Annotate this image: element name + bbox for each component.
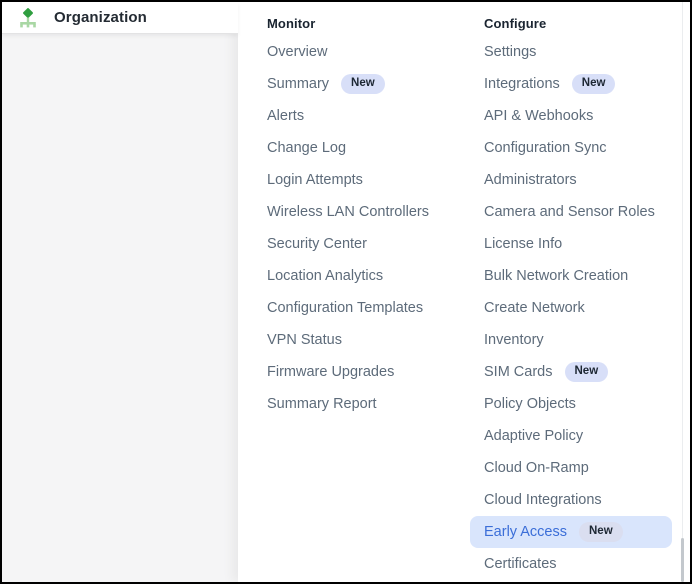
menu-item-label: Administrators [484,172,577,188]
menu-item-label: Login Attempts [267,172,363,188]
menu-item-label: Summary [267,76,330,92]
menu-item-label: Integrations [484,76,560,92]
menu-item-label: Location Analytics [267,268,384,284]
scrollbar-thumb[interactable] [681,538,684,582]
menu-item-settings[interactable]: Settings [470,36,672,68]
menu-item-label: Alerts [267,108,305,124]
menu-item-cloud-on-ramp[interactable]: Cloud On-Ramp [470,452,672,484]
menu-item-bulk-network-creation[interactable]: Bulk Network Creation [470,260,672,292]
menu-item-label: Settings [484,44,537,60]
menu-item-label: Policy Objects [484,396,576,412]
menu-item-label: Change Log [267,140,347,156]
menu-item-label: Camera and Sensor Roles [484,204,655,220]
menu-column-header-monitor: Monitor [267,16,316,31]
menu-item-license-info[interactable]: License Info [470,228,672,260]
sidebar: Organization [2,2,238,582]
menu-item-configuration-templates[interactable]: Configuration Templates [253,292,469,324]
menu-item-overview[interactable]: Overview [253,36,469,68]
menu-item-label: Configuration Templates [267,300,424,316]
menu-item-change-log[interactable]: Change Log [253,132,469,164]
sidebar-title: Organization [54,9,147,26]
menu-item-label: Inventory [484,332,544,348]
menu-item-location-analytics[interactable]: Location Analytics [253,260,469,292]
menu-item-label: Firmware Upgrades [267,364,395,380]
menu-item-firmware-upgrades[interactable]: Firmware Upgrades [253,356,469,388]
new-badge: New [571,73,616,95]
menu-item-login-attempts[interactable]: Login Attempts [253,164,469,196]
menu-item-integrations[interactable]: Integrations New [470,68,672,100]
menu-item-label: Early Access [484,524,567,540]
menu-item-label: Create Network [484,300,585,316]
menu-item-adaptive-policy[interactable]: Adaptive Policy [470,420,672,452]
menu-item-label: Overview [267,44,328,60]
menu-item-early-access[interactable]: Early Access New [470,516,672,548]
menu-item-inventory[interactable]: Inventory [470,324,672,356]
menu-item-label: License Info [484,236,563,252]
menu-item-certificates[interactable]: Certificates [470,548,672,580]
menu-item-label: Cloud Integrations [484,492,602,508]
menu-item-summary-report[interactable]: Summary Report [253,388,469,420]
menu-column-configure: Configure Settings Integrations New API & We… [470,16,672,580]
menu-item-sim-cards[interactable]: SIM Cards New [470,356,672,388]
menu-item-label: Configuration Sync [484,140,607,156]
menu-item-vpn-status[interactable]: VPN Status [253,324,469,356]
menu-item-label: Security Center [267,236,367,252]
menu-item-policy-objects[interactable]: Policy Objects [470,388,672,420]
menu-item-api-webhooks[interactable]: API & Webhooks [470,100,672,132]
menu-item-label: Cloud On-Ramp [484,460,589,476]
menu-item-label: Summary Report [267,396,377,412]
menu-item-alerts[interactable]: Alerts [253,100,469,132]
menu-item-label: SIM Cards [484,364,553,380]
menu-column-header-configure: Configure [484,16,547,31]
menu-item-create-network[interactable]: Create Network [470,292,672,324]
new-badge: New [341,73,385,95]
menu-column-monitor: Monitor Overview Summary New Alerts Change Lo… [253,16,469,420]
menu-item-label: VPN Status [267,332,342,348]
menu-item-wireless-lan-controllers[interactable]: Wireless LAN Controllers [253,196,469,228]
new-badge: New [564,361,609,383]
menu-item-camera-and-sensor-roles[interactable]: Camera and Sensor Roles [470,196,672,228]
scrollbar-track [682,2,683,582]
menu-item-label: Certificates [484,556,557,572]
sidebar-header-organization[interactable]: Organization [2,2,238,33]
menu-item-summary[interactable]: Summary New [253,68,469,100]
menu-item-label: Adaptive Policy [484,428,584,444]
menu-item-label: Bulk Network Creation [484,268,629,284]
menu-item-configuration-sync[interactable]: Configuration Sync [470,132,672,164]
new-badge: New [579,521,623,543]
menu-item-label: Wireless LAN Controllers [267,204,429,220]
menu-flyout: Monitor Overview Summary New Alerts Change Lo… [238,2,690,582]
menu-item-administrators[interactable]: Administrators [470,164,672,196]
org-tree-icon [20,7,36,27]
menu-item-cloud-integrations[interactable]: Cloud Integrations [470,484,672,516]
menu-item-label: API & Webhooks [484,108,594,124]
menu-item-security-center[interactable]: Security Center [253,228,469,260]
